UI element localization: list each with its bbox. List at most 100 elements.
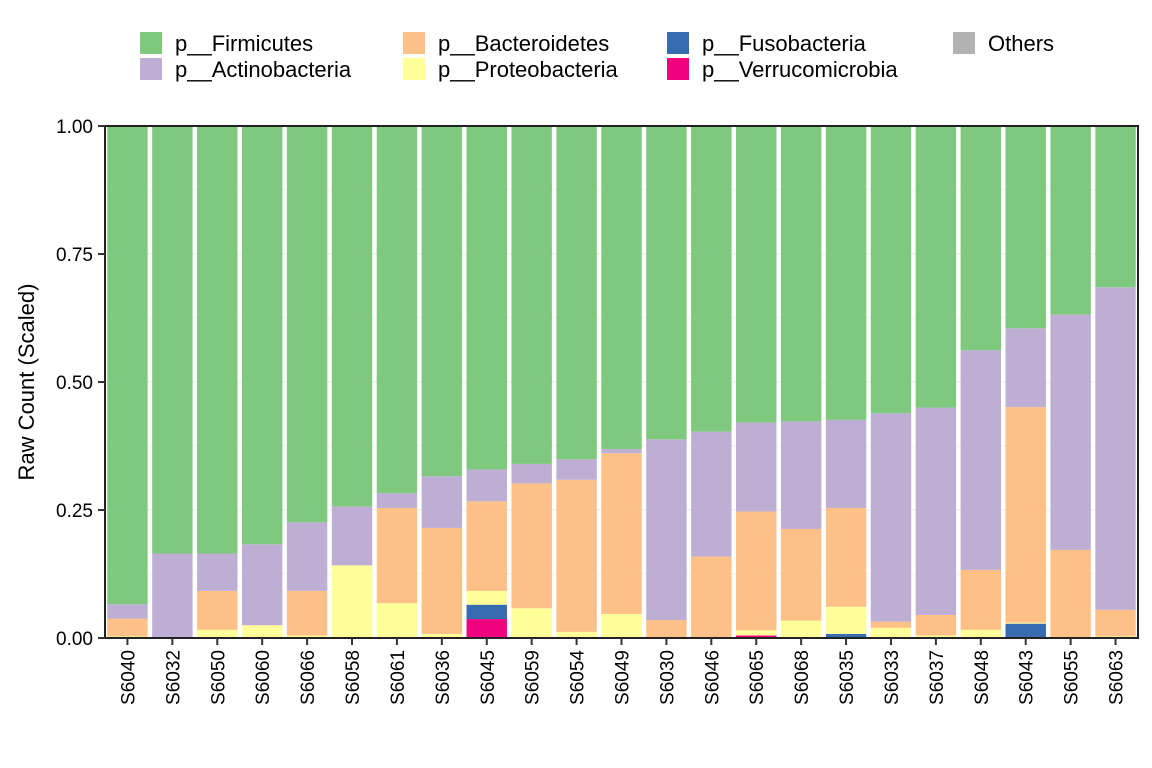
bar-segment xyxy=(915,407,957,615)
bar-segment xyxy=(960,629,1002,638)
bar-segment xyxy=(691,556,732,637)
bar-segment xyxy=(691,126,732,432)
bar-segment xyxy=(511,483,552,609)
legend-key xyxy=(403,58,425,80)
bar-segment xyxy=(241,625,283,638)
bar-segment xyxy=(152,553,193,637)
bar-segment xyxy=(1005,328,1046,408)
x-tick-label: S6058 xyxy=(343,650,364,705)
x-tick-label: S6068 xyxy=(792,650,813,705)
bar-segment xyxy=(331,565,373,638)
legend-key xyxy=(667,58,689,80)
y-tick-label: 0.25 xyxy=(56,501,93,522)
bar-segment xyxy=(960,569,1002,630)
bar-segment xyxy=(825,633,867,638)
x-tick-label: S6063 xyxy=(1107,650,1128,705)
bar-segment xyxy=(286,590,328,636)
x-axis: S6040 S6032 S6050 S6060 S6066 S6058 S6061 S6036… xyxy=(118,638,1128,705)
bar-segment xyxy=(511,608,552,638)
bar-segment xyxy=(825,419,867,508)
bar-segment xyxy=(870,413,912,622)
bar-segment xyxy=(736,126,777,423)
x-tick-label: S6048 xyxy=(972,650,993,705)
bar-segment xyxy=(646,620,687,637)
bar-segment xyxy=(152,126,193,554)
bar-segment xyxy=(197,629,238,638)
bar-segment xyxy=(1050,549,1091,637)
x-tick-label: S6066 xyxy=(298,650,319,705)
bar-segment xyxy=(736,630,777,636)
x-tick-label: S6036 xyxy=(433,650,454,705)
bar-segment xyxy=(1005,622,1046,624)
bar-segment xyxy=(780,528,822,621)
bar-segment xyxy=(915,614,957,636)
bar-segment xyxy=(601,613,642,638)
bar-segment xyxy=(1095,609,1136,637)
x-tick-label: S6061 xyxy=(388,650,409,705)
bar-segment xyxy=(286,522,328,591)
bar-segment xyxy=(736,635,777,638)
bar-segment xyxy=(241,544,283,626)
bar-segment xyxy=(1005,126,1046,329)
legend-key xyxy=(667,32,689,54)
y-tick-label: 0.50 xyxy=(56,373,93,394)
bar-segment xyxy=(107,618,148,637)
x-tick-label: S6046 xyxy=(702,650,723,705)
x-tick-label: S6032 xyxy=(163,650,184,705)
bar-segment xyxy=(466,590,507,605)
bar-segment xyxy=(915,635,957,638)
bar-segment xyxy=(915,126,957,408)
y-axis: 0.00 0.25 0.50 0.75 1.00 xyxy=(56,117,105,650)
bar-segment xyxy=(466,469,507,502)
bar-segment xyxy=(601,453,642,614)
x-tick-label: S6040 xyxy=(118,650,139,705)
bar-segment xyxy=(1095,287,1136,610)
bar-segment xyxy=(825,507,867,607)
bar-segment xyxy=(197,553,238,591)
bar-segment xyxy=(466,126,507,470)
bar-segment xyxy=(556,459,597,480)
legend-label: p__Bacteroidetes xyxy=(438,31,609,56)
bar-segment xyxy=(870,126,912,414)
bar-segment xyxy=(331,506,373,566)
bar-segment xyxy=(376,603,418,638)
bar-segment xyxy=(107,604,148,619)
legend-key xyxy=(403,32,425,54)
legend-label: Others xyxy=(988,31,1054,56)
bar-segment xyxy=(556,631,597,638)
y-axis-title: Raw Count (Scaled) xyxy=(14,284,39,481)
bar-segment xyxy=(466,619,507,638)
x-tick-label: S6033 xyxy=(882,650,903,705)
y-tick-label: 0.75 xyxy=(56,245,93,266)
x-tick-label: S6055 xyxy=(1062,650,1083,705)
bar-segment xyxy=(736,422,777,512)
legend-label: p__Actinobacteria xyxy=(175,57,352,82)
bar-segment xyxy=(1050,126,1091,315)
bar-segment xyxy=(466,604,507,620)
bar-segment xyxy=(286,126,328,523)
bar-segment xyxy=(286,635,328,638)
bar-segment xyxy=(601,126,642,450)
bar-segment xyxy=(780,620,822,638)
bar-segment xyxy=(556,126,597,460)
x-tick-label: S6043 xyxy=(1017,650,1038,705)
bar-segment xyxy=(376,126,418,494)
bar-segment xyxy=(870,627,912,638)
bar-segment xyxy=(556,479,597,632)
bar-segment xyxy=(466,501,507,591)
bar-segment xyxy=(780,126,822,422)
bar-segment xyxy=(376,507,418,604)
y-tick-label: 1.00 xyxy=(56,117,93,138)
bar-segment xyxy=(691,431,732,557)
bar-segment xyxy=(1005,407,1046,623)
x-tick-label: S6065 xyxy=(747,650,768,705)
y-tick-label: 0.00 xyxy=(56,629,93,650)
bar-segment xyxy=(825,126,867,420)
bar-segment xyxy=(780,421,822,529)
bar-segment xyxy=(646,126,687,440)
bar-segment xyxy=(376,493,418,508)
bar-segment xyxy=(736,511,777,631)
legend-key xyxy=(953,32,975,54)
